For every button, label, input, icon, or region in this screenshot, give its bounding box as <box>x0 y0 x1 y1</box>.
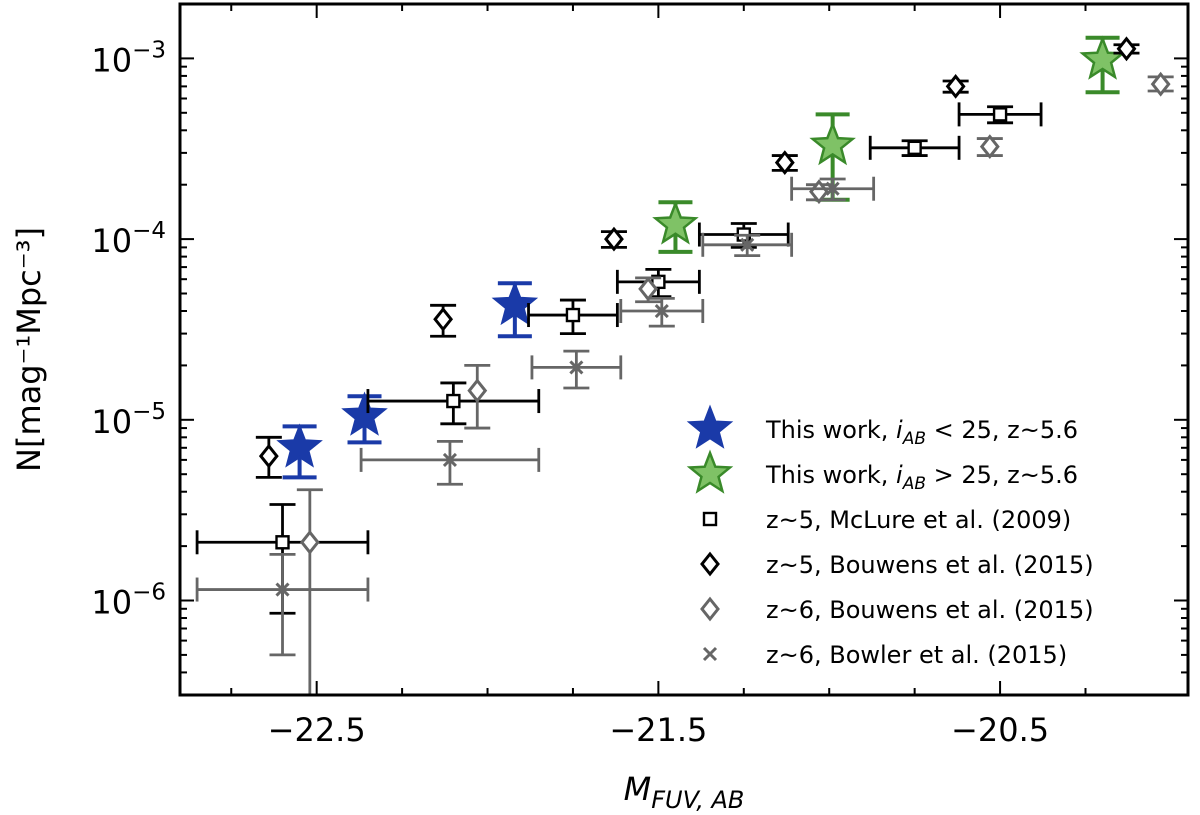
legend-item: This work, iAB < 25, z~5.6 <box>686 404 1078 449</box>
marker-star <box>652 200 699 245</box>
marker-diamond <box>604 226 624 252</box>
series-0 <box>276 280 539 480</box>
marker-x <box>442 452 457 467</box>
y-tick-label: 10−5 <box>91 399 166 441</box>
marker-x <box>825 181 840 196</box>
marker-diamond <box>258 443 279 469</box>
data-point <box>1113 36 1140 62</box>
legend-item: This work, iAB > 25, z~5.6 <box>686 449 1078 494</box>
marker-square <box>275 535 290 550</box>
legend-item: z~5, McLure et al. (2009) <box>702 506 1071 534</box>
legend-marker-star <box>686 449 734 494</box>
marker-x <box>275 582 290 597</box>
x-tick-label: −20.5 <box>951 711 1049 749</box>
data-point <box>868 135 961 160</box>
data-point <box>652 200 699 254</box>
marker-diamond <box>638 276 659 302</box>
data-point <box>255 435 282 479</box>
marker-square <box>907 140 922 156</box>
series-4 <box>296 71 1174 697</box>
data-point <box>430 303 457 338</box>
marker-square <box>992 107 1008 122</box>
data-point <box>701 232 794 258</box>
x-tick-label: −21.5 <box>609 711 707 749</box>
data-point <box>619 296 705 328</box>
marker-star <box>276 423 323 468</box>
marker-diamond <box>979 134 1000 160</box>
data-point <box>1147 71 1174 97</box>
marker-diamond <box>467 378 488 404</box>
plot-background <box>180 4 1188 695</box>
marker-star <box>341 391 388 436</box>
legend-label: This work, iAB < 25, z~5.6 <box>765 416 1078 449</box>
y-tick-label: 10−3 <box>91 37 166 79</box>
data-point <box>771 150 798 176</box>
y-tick-label: 10−4 <box>91 218 166 260</box>
legend-label: z~6, Bowler et al. (2015) <box>766 641 1067 669</box>
marker-x <box>740 237 755 252</box>
data-point <box>464 364 491 430</box>
legend-item: z~6, Bowler et al. (2015) <box>702 641 1067 669</box>
data-point <box>195 552 370 657</box>
legend-marker-x <box>702 646 718 662</box>
data-point <box>790 176 876 202</box>
marker-star <box>809 120 856 166</box>
data-point <box>359 439 541 486</box>
x-ticks <box>230 4 1087 695</box>
data-point <box>491 280 539 339</box>
data-point <box>296 488 323 697</box>
legend-marker-square <box>702 511 718 527</box>
data-point <box>600 226 627 252</box>
legend-label: z~5, Bouwens et al. (2015) <box>766 551 1094 579</box>
marker-diamond <box>774 150 795 176</box>
legend-label: z~6, Bouwens et al. (2015) <box>766 596 1094 624</box>
marker-x <box>654 303 669 319</box>
data-point <box>635 276 662 304</box>
data-point <box>976 134 1003 160</box>
marker-diamond <box>433 306 454 332</box>
marker-square <box>565 307 581 323</box>
legend-item: z~5, Bouwens et al. (2015) <box>700 551 1094 579</box>
data-point <box>942 73 969 99</box>
axes: −22.5 −21.5 −20.5 10−6 10−5 10−4 10−3 MFUV, AB N… <box>10 2 1190 814</box>
series-5 <box>195 176 876 657</box>
data-point <box>366 381 541 426</box>
y-axis-label: N[mag⁻¹Mpc⁻³] <box>10 227 48 472</box>
data-point <box>341 391 388 445</box>
legend-label: z~5, McLure et al. (2009) <box>766 506 1071 534</box>
x-axis-label: MFUV, AB <box>624 770 745 814</box>
data-point <box>957 102 1043 127</box>
legend-marker-diamond <box>700 596 720 622</box>
series-layer <box>195 35 1174 697</box>
marker-square <box>446 393 461 409</box>
legend-label: This work, iAB > 25, z~5.6 <box>765 461 1078 494</box>
marker-star <box>491 280 539 326</box>
plot-area <box>180 4 1188 695</box>
marker-x <box>569 360 584 375</box>
data-point <box>527 298 619 335</box>
data-point <box>276 423 323 480</box>
series-3 <box>255 36 1140 479</box>
marker-diamond <box>1150 71 1171 97</box>
marker-diamond <box>299 529 320 555</box>
legend-item: z~6, Bouwens et al. (2015) <box>700 596 1094 624</box>
legend-marker-diamond <box>700 551 720 577</box>
legend-marker-star <box>686 404 734 449</box>
y-tick-label: 10−6 <box>91 580 166 622</box>
axes-frame <box>178 2 1190 697</box>
x-tick-label: −22.5 <box>268 711 366 749</box>
data-point <box>530 349 623 390</box>
marker-diamond <box>1116 36 1137 62</box>
legend: This work, iAB < 25, z~5.6 This work, iAB… <box>686 404 1094 669</box>
marker-diamond <box>945 73 966 99</box>
y-ticks <box>180 3 1188 696</box>
